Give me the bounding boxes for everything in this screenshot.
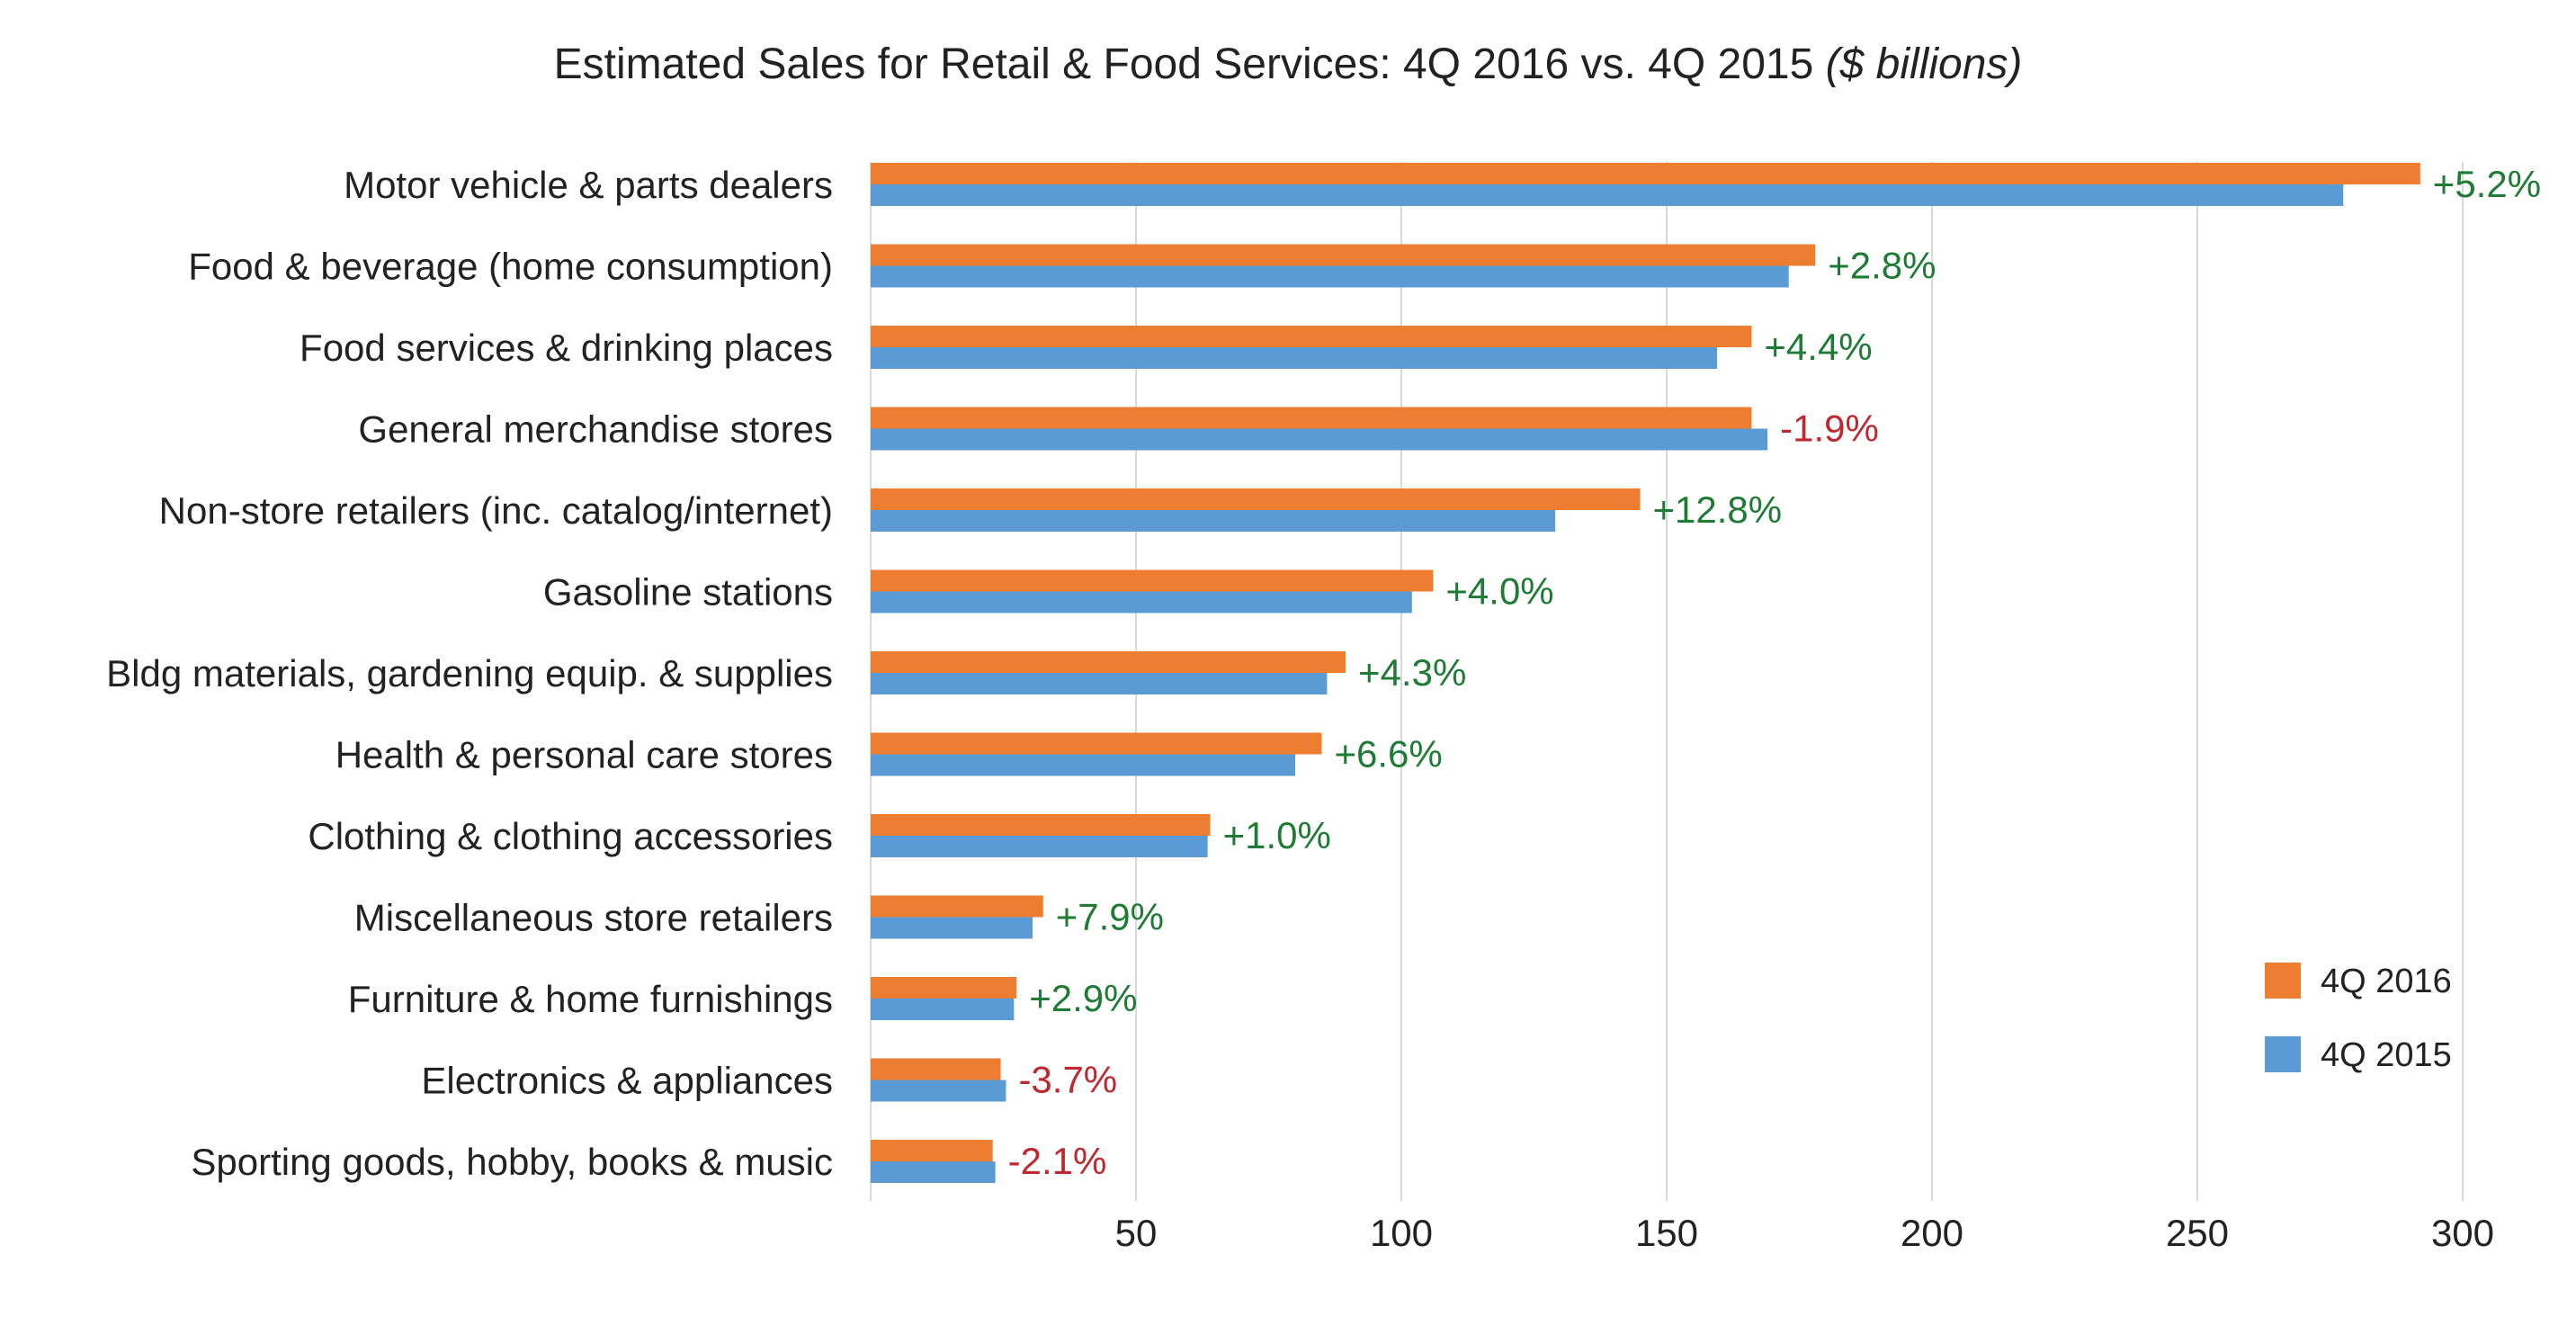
category-label: Miscellaneous store retailers — [354, 897, 833, 939]
x-tick-label: 100 — [1370, 1212, 1433, 1254]
change-label: +12.8% — [1653, 488, 1783, 531]
change-label: +1.0% — [1223, 814, 1331, 856]
bar-4q-2015 — [871, 836, 1208, 857]
change-label: +4.4% — [1764, 326, 1872, 368]
x-tick-label: 200 — [1901, 1212, 1963, 1254]
legend-label: 4Q 2015 — [2321, 1036, 2452, 1074]
legend: 4Q 2016 4Q 2015 — [2265, 963, 2452, 1074]
category-label: Clothing & clothing accessories — [308, 815, 833, 857]
bar-4q-2016 — [871, 977, 1017, 999]
bar-4q-2015 — [871, 1080, 1006, 1102]
chart-title: Estimated Sales for Retail & Food Servic… — [0, 40, 2576, 89]
bar-4q-2015 — [871, 265, 1789, 288]
x-tick-label: 250 — [2166, 1212, 2229, 1254]
category-labels: Motor vehicle & parts dealers Food & beve… — [106, 164, 833, 1183]
bar-4q-2016 — [871, 326, 1752, 347]
category-label: Motor vehicle & parts dealers — [344, 164, 833, 206]
change-label: +7.9% — [1056, 896, 1164, 938]
bar-4q-2016 — [871, 407, 1752, 429]
legend-swatch — [2265, 963, 2301, 999]
bar-4q-2015 — [871, 428, 1768, 451]
bar-4q-2015 — [871, 591, 1412, 614]
bar-4q-2015 — [871, 999, 1015, 1020]
category-label: Food services & drinking places — [300, 327, 833, 369]
change-label: +4.0% — [1445, 570, 1553, 613]
bar-4q-2016 — [871, 895, 1043, 918]
category-label: Bldg materials, gardening equip. & suppl… — [106, 652, 833, 694]
change-label: +4.3% — [1358, 651, 1466, 694]
bar-4q-2016 — [871, 244, 1816, 266]
legend-label: 4Q 2016 — [2321, 963, 2452, 1000]
x-tick-label: 50 — [1115, 1212, 1158, 1254]
category-label: Furniture & home furnishings — [348, 978, 833, 1020]
category-label: Sporting goods, hobby, books & music — [191, 1141, 833, 1183]
x-tick-label: 150 — [1635, 1212, 1698, 1254]
category-label: Food & beverage (home consumption) — [188, 246, 833, 288]
bar-4q-2016 — [871, 488, 1641, 510]
bars — [871, 163, 2420, 1183]
bar-4q-2015 — [871, 917, 1033, 939]
bar-4q-2015 — [871, 673, 1328, 694]
change-label: -2.1% — [1008, 1140, 1107, 1182]
legend-swatch — [2265, 1036, 2301, 1072]
chart-title-main: Estimated Sales for Retail & Food Servic… — [553, 40, 1814, 88]
category-label: Non-store retailers (inc. catalog/intern… — [159, 489, 833, 532]
change-labels: +5.2% +2.8% +4.4% -1.9% +12.8% +4.0% +4.3% +6.6… — [1008, 163, 2541, 1182]
bar-4q-2016 — [871, 569, 1434, 592]
change-label: +2.9% — [1029, 977, 1137, 1019]
bar-4q-2015 — [871, 347, 1718, 369]
chart-title-unit: ($ billions) — [1825, 40, 2023, 88]
category-label: Gasoline stations — [543, 571, 833, 614]
change-label: +6.6% — [1335, 733, 1443, 775]
change-label: -3.7% — [1018, 1059, 1117, 1101]
category-label: Electronics & appliances — [421, 1060, 833, 1102]
bar-4q-2015 — [871, 754, 1295, 776]
change-label: +2.8% — [1828, 245, 1936, 287]
bar-4q-2016 — [871, 1140, 993, 1161]
category-label: Health & personal care stores — [335, 734, 833, 776]
bar-4q-2015 — [871, 510, 1556, 532]
change-label: +5.2% — [2433, 163, 2541, 205]
bar-4q-2016 — [871, 732, 1322, 755]
x-tick-label: 300 — [2431, 1212, 2494, 1254]
bar-4q-2015 — [871, 1161, 996, 1183]
bar-4q-2016 — [871, 814, 1211, 836]
category-label: General merchandise stores — [358, 408, 833, 451]
bar-4q-2016 — [871, 1058, 1001, 1080]
x-axis-ticks: 50 100 150 200 250 300 — [1115, 1212, 2494, 1254]
change-label: -1.9% — [1780, 408, 1879, 450]
bar-4q-2016 — [871, 651, 1346, 673]
bar-4q-2016 — [871, 163, 2420, 184]
bar-4q-2015 — [871, 184, 2344, 206]
